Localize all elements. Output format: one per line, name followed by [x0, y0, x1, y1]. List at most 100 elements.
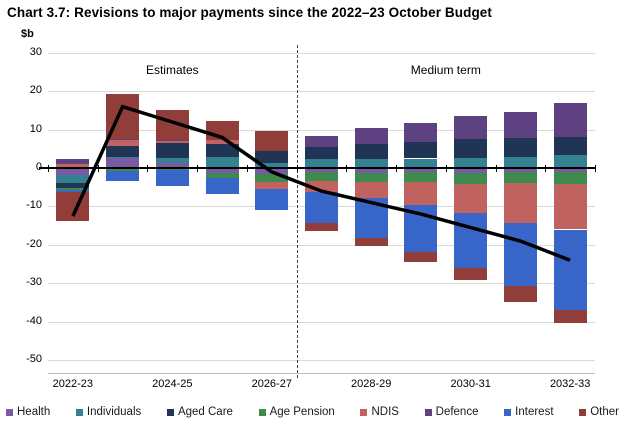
bar-segment-other — [255, 131, 289, 151]
bar-segment-other — [404, 251, 438, 262]
bar-segment-ndis — [56, 164, 90, 169]
bar-segment-ndis — [205, 140, 239, 145]
y-axis-tick-label: 20 — [29, 84, 42, 97]
bar-segment-age-pension — [404, 171, 438, 183]
bar-segment-ndis — [255, 181, 289, 190]
bar-segment-defence — [553, 102, 587, 137]
y-axis-tick-label: -20 — [26, 237, 42, 250]
x-axis-tick-label: 2024-25 — [152, 378, 193, 390]
x-axis-tick-label: 2026-27 — [251, 378, 292, 390]
bar-segment-aged-care — [503, 138, 537, 157]
plot-area: Estimates Medium term 3020100-10-20-30-4… — [26, 45, 596, 390]
bar-segment-health — [503, 168, 537, 172]
chart-legend: Health Individuals Aged Care Age Pension NDI… — [6, 406, 619, 418]
bar-segment-individuals — [56, 175, 90, 183]
bar-segment-other — [305, 222, 338, 232]
bar-segment-interest — [155, 169, 189, 186]
bar-segment-individuals — [503, 156, 537, 169]
bar-segment-other — [354, 238, 388, 247]
category-boundary-tick — [545, 164, 547, 172]
legend-item-ndis: NDIS — [360, 406, 399, 418]
legend-item-aged-care: Aged Care — [166, 406, 233, 418]
y-axis-tick-label: -10 — [26, 199, 42, 212]
legend-label: Interest — [515, 406, 554, 418]
bar-segment-ndis — [106, 140, 140, 147]
bar-segment-interest — [255, 189, 289, 210]
bar-segment-interest — [305, 191, 338, 223]
legend-swatch-icon — [424, 408, 432, 416]
bar-segment-interest — [205, 177, 239, 194]
bar-segment-aged-care — [404, 141, 438, 159]
y-gridline — [48, 129, 595, 131]
bar-segment-defence — [503, 111, 537, 139]
bar-segment-age-pension — [106, 168, 140, 172]
region-label-medium-term: Medium term — [410, 63, 481, 77]
bar-segment-aged-care — [255, 150, 289, 163]
bar-segment-aged-care — [155, 143, 189, 158]
category-boundary-tick — [595, 164, 596, 172]
category-boundary-tick — [197, 164, 199, 172]
y-axis-tick-label: 0 — [2, 161, 42, 173]
legend-item-defence: Defence — [424, 406, 479, 418]
y-axis-tick-label: 30 — [29, 45, 42, 58]
legend-label: Health — [17, 406, 51, 418]
chart-title: Chart 3.7: Revisions to major payments s… — [7, 5, 493, 20]
bar-segment-ndis — [305, 181, 338, 192]
bar-segment-aged-care — [354, 143, 388, 159]
legend-swatch-icon — [6, 408, 13, 416]
bar-segment-defence — [56, 158, 90, 165]
bar-segment-health — [404, 168, 438, 172]
bar-segment-defence — [404, 123, 438, 142]
bar-segment-defence — [454, 115, 488, 140]
bar-segment-ndis — [155, 140, 189, 144]
bar-segment-age-pension — [503, 171, 537, 184]
y-axis-tick-label: 10 — [29, 122, 42, 135]
legend-label: Defence — [435, 406, 479, 418]
y-axis-tick-label: -50 — [26, 352, 42, 365]
bar-segment-age-pension — [305, 171, 338, 182]
bar-segment-other — [503, 285, 537, 303]
bar-segment-health — [354, 168, 388, 173]
legend-label: Aged Care — [177, 406, 233, 418]
y-axis-tick-label: -30 — [26, 276, 42, 289]
bar-segment-health — [155, 163, 189, 169]
bar-segment-individuals — [205, 156, 239, 169]
bar-segment-defence — [155, 139, 189, 141]
category-boundary-tick — [97, 164, 99, 172]
bar-segment-health — [106, 158, 140, 169]
bar-segment-age-pension — [454, 172, 488, 184]
bar-segment-defence — [305, 135, 338, 148]
category-boundary-tick — [396, 164, 398, 172]
bar-segment-age-pension — [354, 172, 388, 182]
bar-segment-health — [205, 168, 239, 174]
x-axis-tick-label: 2032-33 — [549, 378, 591, 390]
legend-swatch-icon — [258, 408, 266, 416]
bar-segment-ndis — [354, 181, 388, 199]
bar-segment-health — [305, 168, 338, 172]
bar-segment-aged-care — [454, 139, 488, 158]
bar-segment-interest — [454, 212, 488, 269]
y-gridline — [48, 283, 595, 285]
bar-segment-ndis — [404, 182, 438, 205]
legend-item-age-pension: Age Pension — [258, 406, 335, 418]
category-boundary-tick — [445, 164, 447, 172]
category-boundary-tick — [48, 164, 49, 172]
bar-segment-individuals — [404, 158, 438, 169]
legend-swatch-icon — [579, 408, 587, 416]
bar-segment-other — [454, 268, 488, 281]
y-gridline — [48, 321, 595, 323]
bar-segment-individuals — [553, 155, 587, 169]
bar-segment-aged-care — [56, 182, 90, 189]
bar-segment-ndis — [503, 183, 537, 223]
bar-segment-individuals — [354, 158, 388, 169]
legend-label: Individuals — [86, 406, 142, 418]
bar-segment-aged-care — [305, 147, 338, 160]
category-boundary-tick — [246, 164, 248, 172]
bar-segment-interest — [56, 189, 90, 192]
total-line-svg — [71, 104, 571, 262]
legend-swatch-icon — [360, 408, 368, 416]
legend-swatch-icon — [166, 408, 174, 416]
bar-segment-health — [454, 168, 488, 173]
bar-segment-ndis — [454, 183, 488, 213]
bar-segment-other — [56, 191, 90, 222]
